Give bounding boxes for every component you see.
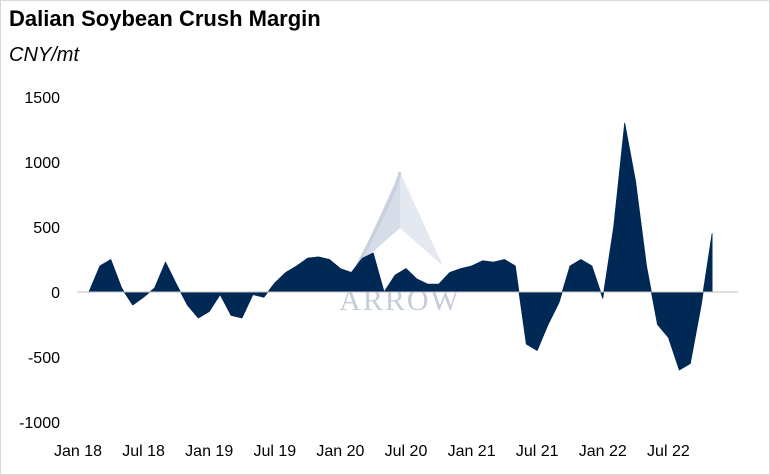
y-tick-label: -1000 — [19, 415, 60, 432]
x-tick-label: Jan 20 — [316, 443, 364, 460]
x-tick-label: Jan 18 — [54, 443, 102, 460]
x-tick-label: Jul 19 — [253, 443, 296, 460]
chart-title: Dalian Soybean Crush Margin — [9, 6, 321, 31]
arrow-logo-watermark: ARROW — [339, 171, 459, 317]
chart-subtitle: CNY/mt — [9, 44, 79, 66]
x-tick-label: Jul 18 — [122, 443, 165, 460]
x-tick-label: Jan 19 — [185, 443, 233, 460]
y-tick-label: 500 — [33, 220, 60, 237]
x-tick-label: Jan 22 — [579, 443, 627, 460]
x-tick-label: Jul 21 — [516, 443, 559, 460]
y-tick-label: -500 — [28, 350, 60, 367]
x-tick-label: Jan 21 — [448, 443, 496, 460]
series-area-0 — [77, 122, 713, 371]
y-tick-label: 1000 — [24, 155, 60, 172]
y-tick-label: 1500 — [24, 90, 60, 107]
x-tick-label: Jul 20 — [385, 443, 428, 460]
y-tick-label: 0 — [51, 285, 60, 302]
x-tick-label: Jul 22 — [647, 443, 690, 460]
